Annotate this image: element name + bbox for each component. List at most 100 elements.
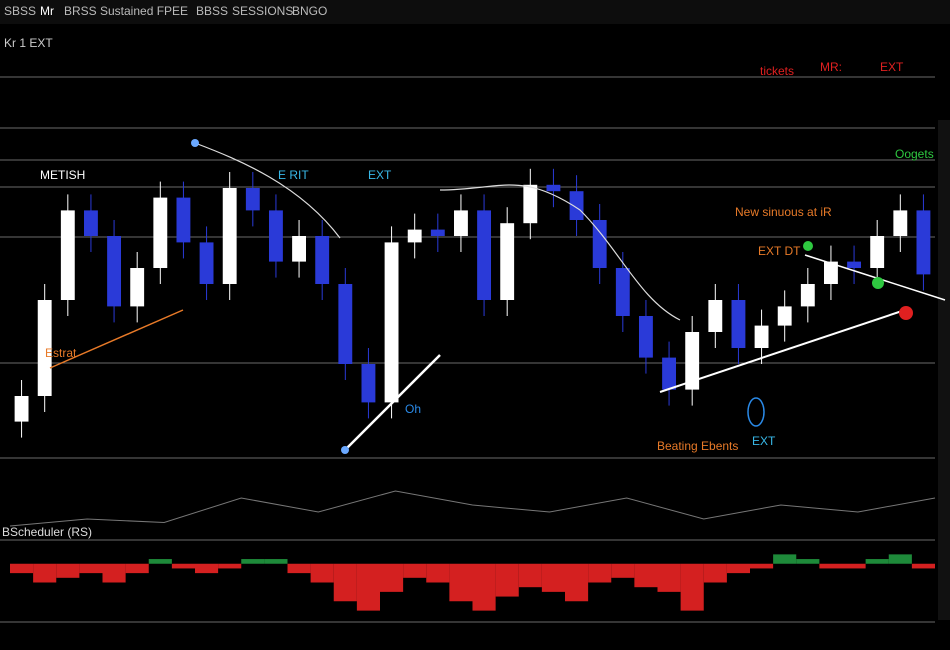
candle-body bbox=[269, 210, 283, 262]
candle-body bbox=[37, 300, 52, 396]
candle-body bbox=[870, 236, 885, 268]
trend-curve bbox=[194, 142, 341, 239]
oscillator-bar bbox=[33, 563, 57, 583]
oscillator-bar bbox=[541, 563, 565, 592]
candle-body bbox=[662, 357, 676, 390]
header-tab: SBSS bbox=[4, 4, 36, 18]
oscillator-title: BScheduler (RS) bbox=[2, 525, 92, 539]
annotation: tickets bbox=[760, 64, 794, 78]
trend-line bbox=[344, 354, 441, 451]
oscillator-bar bbox=[703, 563, 727, 583]
annotations: tickets MR: EXT METISH E RIT EXT Oogets New sin… bbox=[40, 60, 934, 453]
candle-body bbox=[569, 191, 584, 220]
header-tab: Sustained FPEE bbox=[100, 4, 188, 18]
candle-body bbox=[685, 332, 700, 390]
oscillator-bar bbox=[148, 559, 172, 564]
oscillator-bar bbox=[634, 563, 658, 588]
oscillator-bar bbox=[773, 554, 797, 564]
anchor bbox=[803, 241, 813, 251]
candle-body bbox=[176, 197, 191, 243]
candle-body bbox=[523, 184, 538, 224]
candle-body bbox=[546, 184, 561, 192]
oscillator-bar bbox=[10, 563, 34, 574]
candle-body bbox=[430, 229, 445, 236]
oscillator-bar bbox=[495, 563, 519, 597]
marker bbox=[747, 397, 765, 427]
candle-body bbox=[153, 197, 168, 268]
oscillator-bar bbox=[241, 559, 265, 564]
header-tab: Mr bbox=[40, 4, 54, 18]
oscillator-bar bbox=[380, 563, 404, 592]
oscillator-bar bbox=[888, 554, 912, 564]
annotation: Oogets bbox=[895, 147, 934, 161]
trend-series bbox=[9, 490, 936, 527]
oscillator-bar bbox=[426, 563, 450, 583]
candle-body bbox=[292, 236, 306, 262]
oscillator-bar bbox=[125, 563, 149, 574]
oscillator-bar bbox=[333, 563, 357, 602]
annotation: EXT bbox=[368, 168, 392, 182]
anchor bbox=[341, 446, 349, 454]
annotation: EXT bbox=[880, 60, 904, 74]
oscillator-bar bbox=[218, 563, 242, 569]
oscillator-bar bbox=[403, 563, 427, 578]
annotation: MR: bbox=[820, 60, 842, 74]
annotation: Oh bbox=[405, 402, 421, 416]
annotation: Estrat bbox=[45, 346, 77, 360]
trend-curve bbox=[439, 184, 681, 321]
oscillator-bar bbox=[750, 563, 774, 569]
right-scale bbox=[938, 120, 950, 620]
candle-body bbox=[708, 300, 723, 332]
oscillator-bar bbox=[171, 563, 195, 569]
candle-body bbox=[731, 300, 746, 348]
candle-body bbox=[384, 242, 399, 403]
plot bbox=[9, 168, 936, 611]
oscillator-bar bbox=[726, 563, 750, 574]
oscillator-bar bbox=[287, 563, 311, 574]
candle-body bbox=[454, 210, 468, 236]
oscillator-bar bbox=[680, 563, 704, 611]
oscillator-bar bbox=[565, 563, 589, 602]
annotation: Beating Ebents bbox=[657, 439, 738, 453]
trend-line bbox=[659, 309, 906, 393]
candle-body bbox=[500, 223, 515, 300]
oscillator-bar bbox=[310, 563, 334, 583]
drawings bbox=[49, 139, 946, 454]
oscillator-bar bbox=[356, 563, 380, 611]
subtitle: Kr 1 EXT bbox=[4, 36, 53, 50]
candle-body bbox=[777, 306, 792, 326]
oscillator-bar bbox=[518, 563, 542, 588]
oscillator-bar bbox=[472, 563, 496, 611]
header-tab: BBSS bbox=[196, 4, 228, 18]
anchor bbox=[191, 139, 199, 147]
trend-line bbox=[804, 254, 946, 301]
oscillator-bar bbox=[79, 563, 103, 574]
oscillator-bar bbox=[195, 563, 219, 574]
oscillator-bar bbox=[796, 559, 820, 564]
candle-body bbox=[199, 242, 214, 284]
oscillator-bar bbox=[588, 563, 612, 583]
candle-body bbox=[824, 261, 838, 284]
candle-body bbox=[477, 210, 491, 300]
candle-body bbox=[754, 325, 769, 348]
candle-body bbox=[592, 220, 607, 268]
candle-body bbox=[84, 210, 98, 236]
candle-body bbox=[916, 210, 931, 275]
candle-body bbox=[60, 210, 75, 300]
annotation: EXT DT bbox=[758, 244, 801, 258]
header-tab: BRSS bbox=[64, 4, 97, 18]
top-bar bbox=[0, 0, 950, 24]
candle-body bbox=[130, 268, 145, 307]
candle-body bbox=[361, 364, 376, 403]
anchor bbox=[899, 306, 913, 320]
oscillator-bar bbox=[449, 563, 473, 602]
candle-body bbox=[615, 268, 630, 316]
oscillator-bar bbox=[865, 559, 889, 564]
oscillator-bar bbox=[819, 563, 843, 569]
oscillator-bar bbox=[911, 563, 935, 569]
candle-body bbox=[338, 284, 353, 364]
annotation: New sinuous at iR bbox=[735, 205, 832, 219]
candle-body bbox=[14, 396, 29, 422]
